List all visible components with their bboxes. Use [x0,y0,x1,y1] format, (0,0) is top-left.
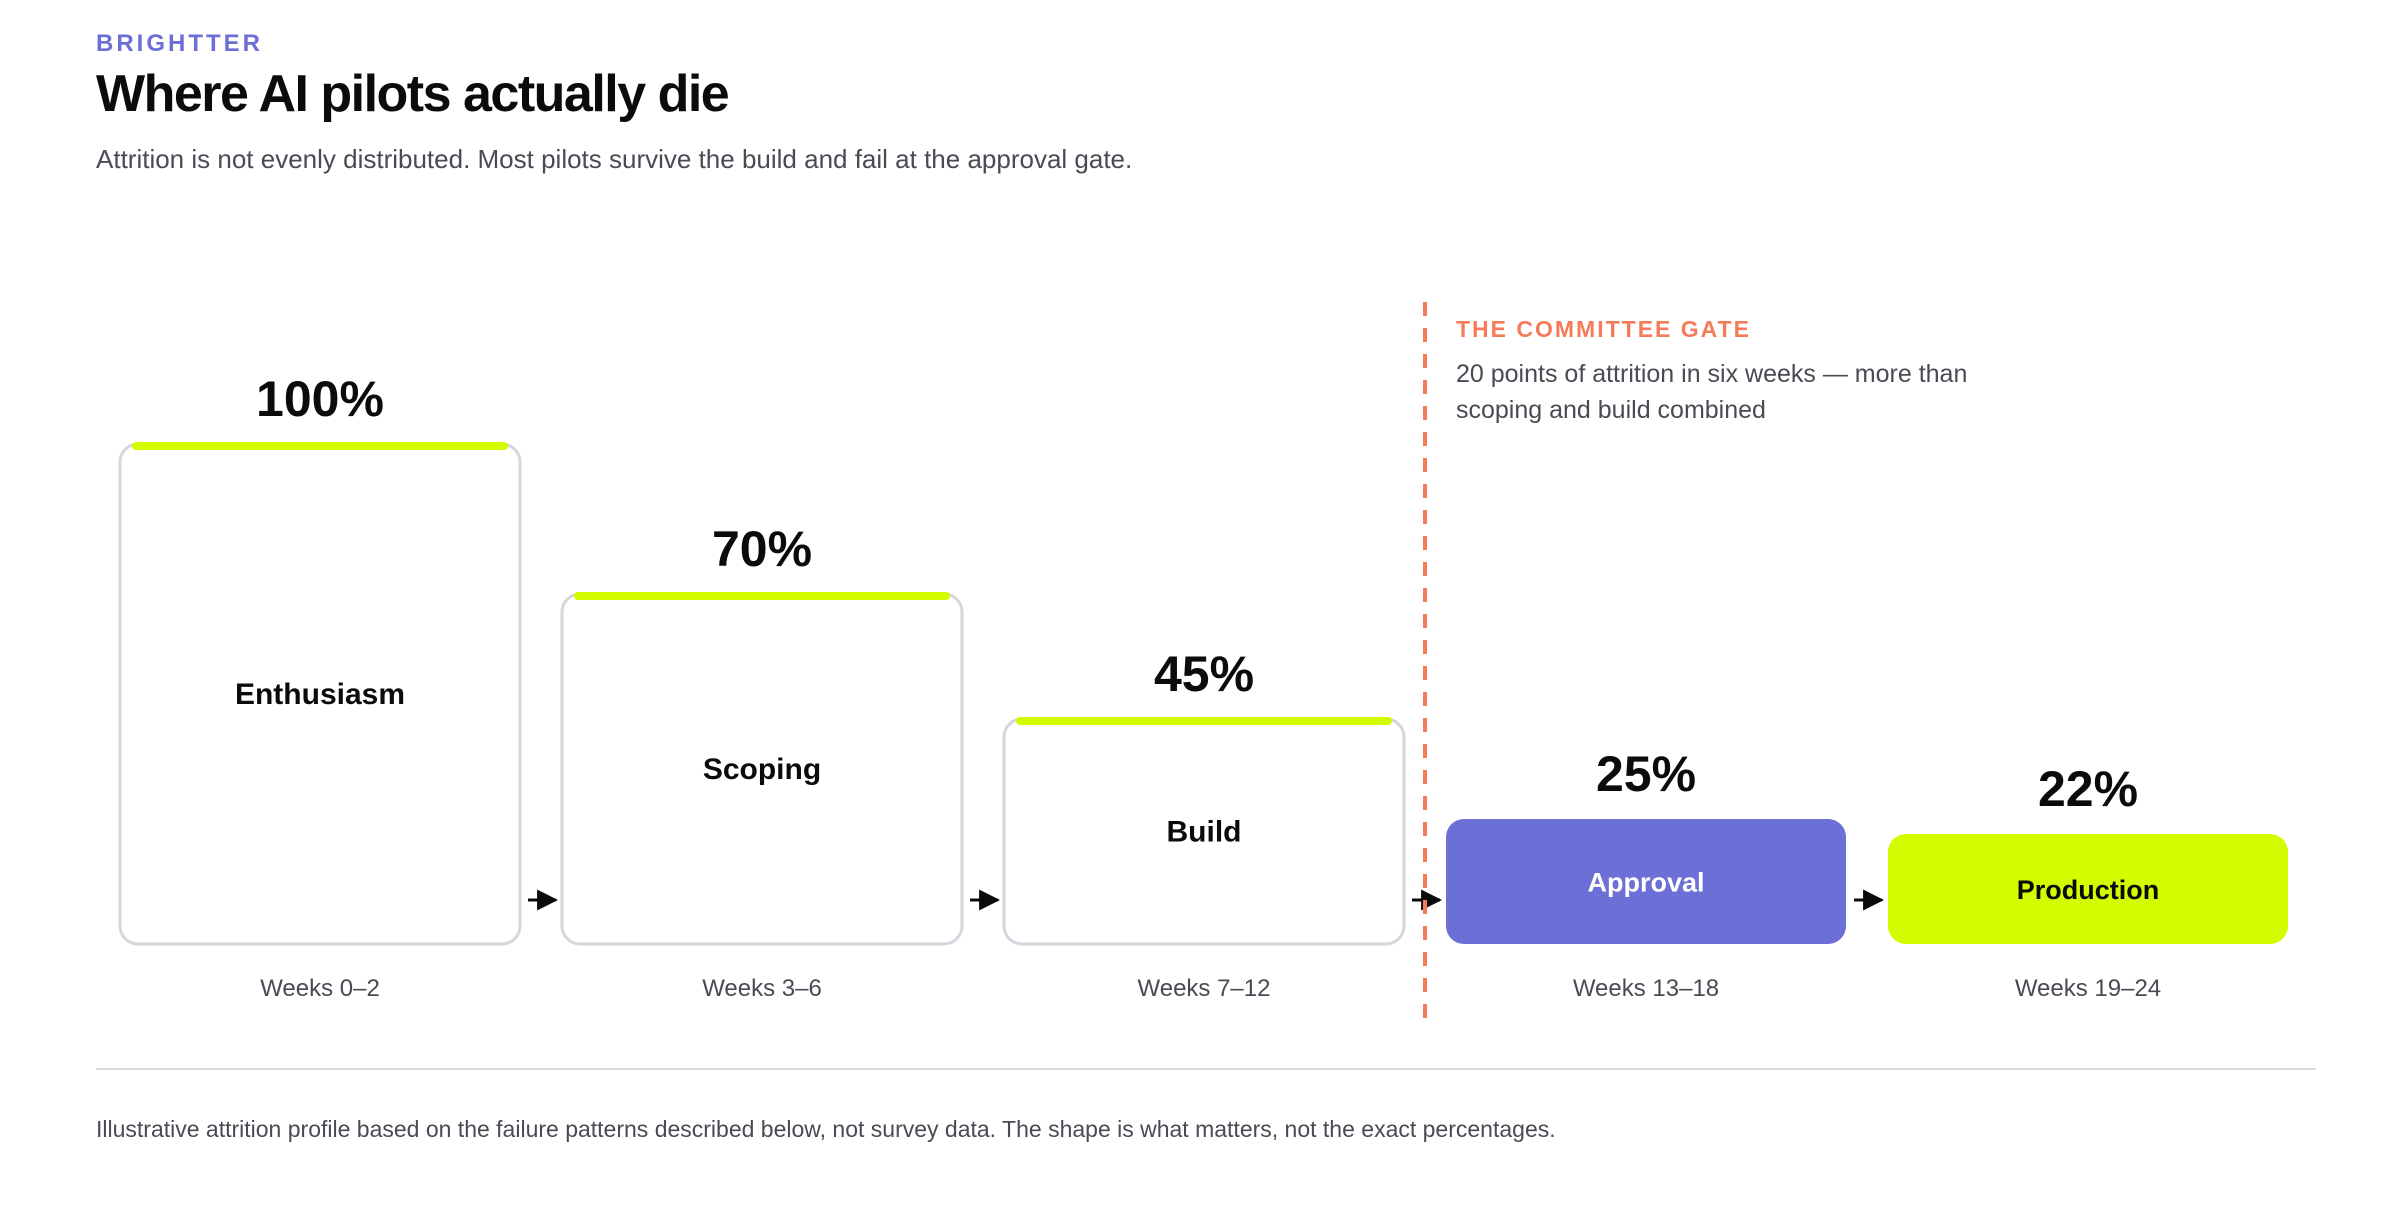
period-label-scoping: Weeks 3–6 [702,975,822,1002]
page-subtitle: Attrition is not evenly distributed. Mos… [96,144,1133,174]
period-label-approval: Weeks 13–18 [1573,975,1719,1002]
gate-title: THE COMMITTEE GATE [1456,316,1751,342]
value-label-build: 45% [1154,646,1254,702]
value-label-enthusiasm: 100% [256,371,384,427]
bar-label-approval: Approval [1587,868,1704,898]
brand-label: BRIGHTTER [96,30,263,57]
page-title: Where AI pilots actually die [96,65,730,123]
value-label-production: 22% [2038,761,2138,817]
value-label-scoping: 70% [712,521,812,577]
footer-divider [96,1068,2316,1070]
bar-label-scoping: Scoping [703,753,821,786]
bar-label-build: Build [1167,816,1242,849]
bar-production [1888,834,2288,944]
bar-approval [1446,819,1846,944]
gate-description: 20 points of attrition in six weeks — mo… [1456,360,1968,424]
bar-label-production: Production [2017,875,2160,905]
attrition-chart: Enthusiasm 100% Weeks 0–2 Scoping 70% Weeks 3… [118,302,2288,1024]
period-label-production: Weeks 19–24 [2015,975,2161,1002]
period-label-build: Weeks 7–12 [1138,975,1271,1002]
period-label-enthusiasm: Weeks 0–2 [260,975,380,1002]
footnote: Illustrative attrition profile based on … [96,1116,1556,1142]
bar-label-enthusiasm: Enthusiasm [235,678,405,711]
value-label-approval: 25% [1596,746,1696,802]
